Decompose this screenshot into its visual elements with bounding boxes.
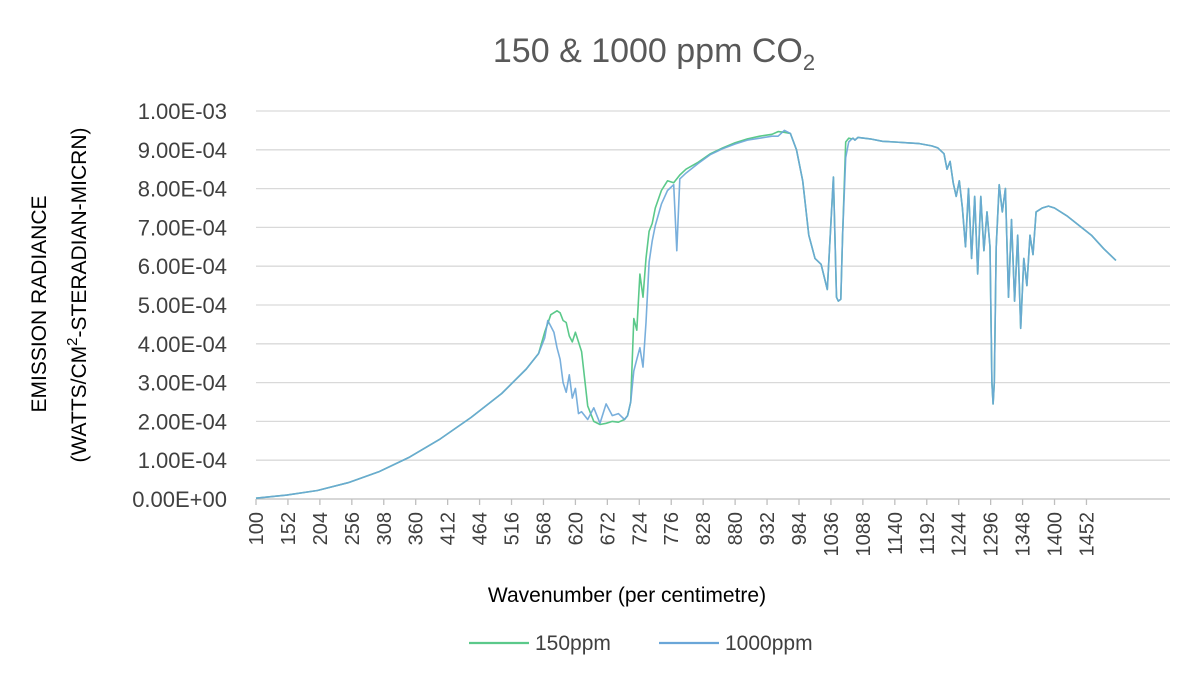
x-tick-label: 516 <box>502 512 524 545</box>
y-axis-label-prefix: (WATTS/CM <box>68 346 91 463</box>
x-tick-label: 724 <box>629 512 651 545</box>
legend: 150ppm 1000ppm <box>469 632 813 655</box>
x-tick-label: 256 <box>342 512 364 545</box>
series-line-150ppm <box>255 130 1117 499</box>
x-axis-ticks: 100 152 204 256 308 360 412 464 516 568 620 672 724 7… <box>246 499 1098 557</box>
x-axis-label: Wavenumber (per centimetre) <box>488 584 766 607</box>
y-tick-label: 1.00E-03 <box>138 99 227 124</box>
y-axis-label-suffix: -STERADIAN-MICRN) <box>68 128 91 338</box>
x-tick-label: 620 <box>565 512 587 545</box>
x-tick-label: 204 <box>310 512 332 545</box>
y-tick-label: 4.00E-04 <box>138 332 227 357</box>
x-tick-label: 1244 <box>949 512 971 557</box>
y-axis-label-units: (WATTS/CM2-STERADIAN-MICRN) <box>64 128 91 463</box>
x-tick-label: 412 <box>438 512 460 545</box>
y-axis-ticks: 0.00E+00 1.00E-04 2.00E-04 3.00E-04 4.00E-04… <box>132 99 227 512</box>
gridlines <box>256 110 1170 500</box>
y-tick-label: 3.00E-04 <box>138 371 227 396</box>
x-tick-label: 100 <box>246 512 268 545</box>
x-tick-label: 932 <box>757 512 779 545</box>
y-tick-label: 5.00E-04 <box>138 293 227 318</box>
chart-title-main: 150 & 1000 ppm CO <box>493 32 803 70</box>
x-tick-label: 152 <box>278 512 300 545</box>
y-axis-label: EMISSION RADIANCE <box>28 195 51 412</box>
legend-label-1000ppm: 1000ppm <box>725 632 813 655</box>
x-tick-label: 1036 <box>821 512 843 557</box>
y-tick-label: 6.00E-04 <box>138 254 227 279</box>
x-tick-label: 1088 <box>853 512 875 557</box>
x-tick-label: 308 <box>374 512 396 545</box>
chart-title-subscript: 2 <box>803 50 815 75</box>
x-tick-label: 1400 <box>1045 512 1067 557</box>
y-axis-label-superscript: 2 <box>64 338 81 346</box>
y-axis-label-line2: (WATTS/CM2-STERADIAN-MICRN) <box>64 128 91 463</box>
x-tick-label: 984 <box>789 512 811 545</box>
x-tick-label: 828 <box>693 512 715 545</box>
y-tick-label: 2.00E-04 <box>138 409 227 434</box>
x-tick-label: 1348 <box>1013 512 1035 557</box>
x-tick-label: 1140 <box>885 512 907 555</box>
x-tick-label: 776 <box>661 512 683 545</box>
y-tick-label: 8.00E-04 <box>138 177 227 202</box>
legend-label-150ppm: 150ppm <box>535 632 611 655</box>
series-line-1000ppm <box>255 129 1117 499</box>
chart-title: 150 & 1000 ppm CO2 <box>493 32 815 75</box>
x-tick-label: 568 <box>533 512 555 545</box>
x-tick-label: 464 <box>470 512 492 545</box>
series-lines <box>255 129 1117 499</box>
y-axis-label-line1: EMISSION RADIANCE <box>28 195 51 412</box>
y-tick-label: 7.00E-04 <box>138 215 227 240</box>
y-tick-label: 0.00E+00 <box>132 487 227 512</box>
x-tick-label: 1452 <box>1076 512 1098 557</box>
x-tick-label: 1192 <box>917 512 939 555</box>
y-tick-label: 1.00E-04 <box>138 448 227 473</box>
x-tick-label: 880 <box>725 512 747 545</box>
x-tick-label: 360 <box>406 512 428 545</box>
x-tick-label: 1296 <box>981 512 1003 557</box>
x-tick-label: 672 <box>597 512 619 545</box>
y-tick-label: 9.00E-04 <box>138 138 227 163</box>
